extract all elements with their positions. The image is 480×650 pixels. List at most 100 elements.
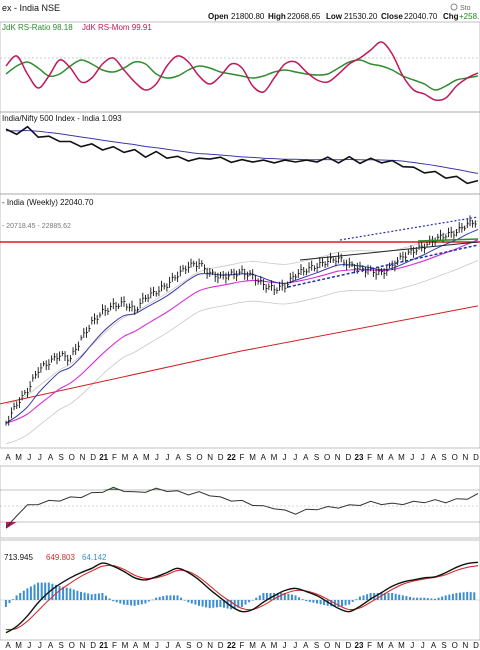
low-value: 21530.20 [344,12,378,21]
x-tick-label-bottom: M [249,641,256,650]
macd-hist-bar [312,600,315,603]
macd-hist-bar [126,600,129,605]
x-tick-label: A [5,453,11,462]
x-tick-label: D [473,453,479,462]
x-tick-label: O [196,453,202,462]
macd-hist-bar [369,593,372,600]
x-tick-label: O [324,453,330,462]
macd-hist-bar [344,600,347,606]
macd-legend-a: 713.945 [4,553,33,562]
macd-hist-bar [330,600,333,607]
macd-hist-bar [97,593,100,600]
x-tick-label-bottom: A [261,641,267,650]
x-tick-label: 21 [99,453,108,462]
macd-hist-bar [80,591,82,600]
brand-text: Sto [460,5,471,12]
x-tick-label-bottom: A [133,641,139,650]
x-tick-label-bottom: M [377,641,384,650]
x-tick-label: 23 [355,453,364,462]
macd-hist-bar [65,587,68,600]
macd-hist-bar [437,597,440,600]
macd-hist-bar [151,599,154,601]
macd-hist-bar [19,593,22,600]
x-tick-label-bottom: M [398,641,405,650]
macd-hist-bar [466,591,469,600]
x-tick-label-bottom: O [324,641,330,650]
x-tick-label-bottom: A [431,641,437,650]
macd-hist-bar [283,593,286,600]
x-tick-label-bottom: D [218,641,224,650]
brand-icon [450,3,458,11]
relative-ma-line [5,129,479,174]
macd-hist-bar [419,597,422,600]
x-tick-label-bottom: S [59,641,64,650]
x-tick-label-bottom: F [367,641,372,650]
macd-hist-bar [187,600,190,603]
x-tick-label-bottom: 21 [99,641,108,650]
macd-hist-bar [301,599,304,600]
macd-hist-bar [22,590,25,600]
macd-hist-bar [219,600,222,607]
x-tick-label: J [27,453,31,462]
macd-hist-bar [205,600,208,608]
price-legend: - India (Weekly) 22040.70 [2,198,94,207]
x-tick-label-bottom: A [303,641,309,650]
x-tick-label-bottom: A [388,641,394,650]
macd-hist-bar [194,600,197,605]
x-tick-label: S [314,453,319,462]
ma-mid-line [5,239,479,424]
macd-hist-bar [8,600,11,604]
macd-legend-c: 64.142 [82,553,107,562]
macd-hist-bar [62,586,65,600]
macd-hist-bar [294,595,297,600]
chg-value: +258. [459,12,479,21]
x-tick-label: A [176,453,182,462]
macd-hist-bar [298,597,301,600]
macd-hist-bar [90,594,93,600]
macd-hist-bar [165,595,168,600]
macd-hist-bar [409,596,411,600]
macd-hist-bar [55,584,57,600]
x-tick-label-bottom: D [90,641,96,650]
macd-hist-bar [137,600,140,605]
macd-hist-bar [51,583,54,600]
macd-hist-bar [108,598,111,600]
macd-hist-bar [190,600,193,604]
x-tick-label-bottom: S [186,641,191,650]
macd-hist-bar [237,600,240,608]
macd-hist-bar [115,600,118,603]
x-tick-label: A [48,453,54,462]
macd-hist-bar [72,589,75,600]
macd-hist-bar [215,600,218,608]
x-tick-label: M [398,453,405,462]
x-tick-label: A [261,453,267,462]
macd-hist-bar [394,593,397,600]
x-tick-label-bottom: N [463,641,469,650]
macd-hist-bar [355,599,358,600]
x-tick-label-bottom: M [271,641,278,650]
macd-hist-bar [201,600,204,607]
macd-hist-bar [244,600,247,605]
macd-hist-bar [76,590,79,600]
high-value: 22068.65 [287,12,321,21]
macd-hist-bar [269,593,272,600]
macd-hist-bar [287,593,290,600]
x-tick-label: D [218,453,224,462]
open-label: Open [208,12,229,21]
x-tick-label-bottom: J [421,641,425,650]
x-tick-label: N [335,453,341,462]
x-tick-label-bottom: J [38,641,42,650]
bollinger-lower [5,260,479,445]
macd-hist-bar [130,600,133,606]
trend-lower-dotted [287,244,479,288]
x-tick-label-bottom: J [27,641,31,650]
rs-ratio-line [5,59,479,91]
macd-hist-bar [469,592,472,600]
relative-legend: India/Nifty 500 Index - India 1.093 [2,114,122,123]
x-tick-label-bottom: J [166,641,170,650]
macd-hist-bar [15,595,18,600]
macd-hist-bar [401,595,404,600]
macd-hist-bar [4,600,7,607]
x-tick-label-bottom: O [69,641,75,650]
high-label: High [268,12,286,21]
